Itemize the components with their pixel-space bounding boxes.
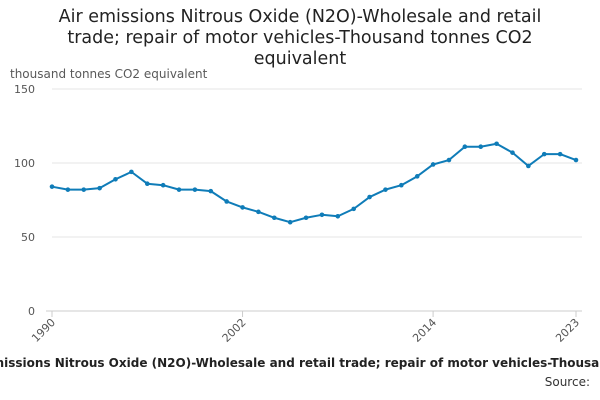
data-point-2023 — [573, 157, 579, 163]
data-point-1994 — [113, 176, 118, 182]
data-point-2016 — [462, 144, 468, 150]
data-point-2009 — [351, 206, 356, 212]
data-point-1992 — [81, 187, 87, 192]
data-point-2008 — [335, 213, 341, 219]
y-tick-label-150: 150 — [14, 83, 35, 96]
data-point-1995 — [129, 169, 134, 175]
data-point-2017 — [478, 144, 484, 150]
y-tick-label-0: 0 — [28, 305, 35, 318]
data-point-1993 — [97, 185, 102, 191]
data-point-2003 — [256, 209, 261, 215]
y-axis-label: thousand tonnes CO2 equivalent — [10, 67, 208, 81]
source-label: Source: — [544, 375, 590, 389]
y-tick-labels: 0 50 100 150 — [14, 83, 35, 318]
data-point-2010 — [367, 194, 372, 200]
x-tick-labels: 1990 2002 2014 2023 — [29, 316, 582, 345]
data-point-2019 — [510, 150, 515, 155]
data-point-1991 — [65, 187, 71, 192]
axes — [46, 310, 582, 317]
x-tick-label-2023: 2023 — [553, 316, 582, 345]
data-point-2004 — [272, 215, 277, 221]
data-point-1999 — [192, 187, 198, 192]
data-point-2018 — [494, 141, 499, 147]
data-point-2021 — [541, 151, 547, 157]
data-point-2022 — [557, 151, 563, 157]
data-point-2002 — [240, 205, 245, 210]
data-point-2012 — [399, 182, 404, 188]
data-point-1996 — [144, 181, 150, 187]
data-point-2001 — [224, 199, 229, 204]
y-tick-label-50: 50 — [21, 231, 35, 244]
series-line-0 — [51, 142, 577, 224]
grid-lines — [52, 88, 582, 238]
x-tick-label-2002: 2002 — [220, 316, 249, 345]
footer-caption-text: Air emissions Nitrous Oxide (N2O)-Wholes… — [0, 356, 600, 370]
data-point-2015 — [446, 157, 452, 163]
x-tick-label-2014: 2014 — [410, 316, 439, 345]
data-point-2014 — [430, 162, 436, 167]
data-point-2013 — [414, 174, 420, 179]
chart-title: Air emissions Nitrous Oxide (N2O)-Wholes… — [58, 7, 542, 69]
data-point-1990 — [49, 184, 55, 189]
data-point-1997 — [160, 182, 166, 188]
data-point-2005 — [287, 219, 293, 225]
footer-caption: Air emissions Nitrous Oxide (N2O)-Wholes… — [0, 356, 600, 370]
data-point-1998 — [176, 187, 182, 192]
data-point-2006 — [303, 215, 309, 221]
data-point-2000 — [208, 188, 214, 194]
data-point-2007 — [319, 212, 325, 218]
data-point-2020 — [526, 163, 531, 169]
x-tick-label-1990: 1990 — [29, 316, 58, 345]
y-tick-label-100: 100 — [14, 157, 35, 170]
data-point-2011 — [383, 187, 388, 192]
series — [49, 141, 579, 225]
